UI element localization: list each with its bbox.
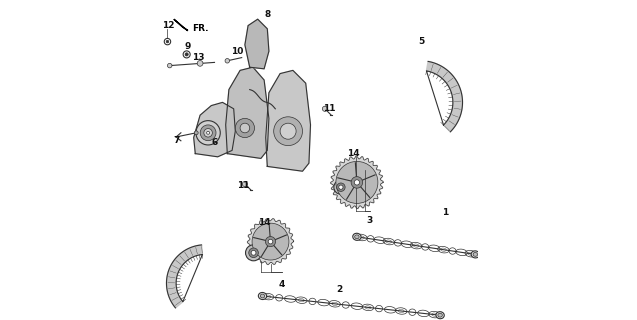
Text: 5: 5	[418, 37, 424, 46]
Text: 4: 4	[278, 280, 285, 289]
Circle shape	[266, 236, 276, 247]
Text: 3: 3	[366, 216, 373, 225]
Text: 11: 11	[237, 181, 250, 190]
Circle shape	[245, 245, 262, 261]
Text: 11: 11	[324, 104, 336, 113]
Circle shape	[200, 125, 216, 141]
Circle shape	[334, 180, 348, 194]
Polygon shape	[247, 219, 294, 265]
Circle shape	[166, 40, 169, 43]
Circle shape	[196, 121, 220, 145]
Text: 9: 9	[184, 42, 190, 51]
Circle shape	[351, 177, 362, 188]
Polygon shape	[174, 19, 188, 30]
Polygon shape	[266, 70, 310, 171]
Polygon shape	[245, 19, 269, 69]
Polygon shape	[331, 156, 383, 209]
Ellipse shape	[353, 233, 361, 240]
Text: 6: 6	[211, 138, 218, 147]
Circle shape	[251, 250, 256, 255]
Circle shape	[280, 123, 296, 139]
Circle shape	[242, 181, 247, 187]
Circle shape	[354, 180, 359, 185]
Circle shape	[197, 60, 203, 66]
Text: 14: 14	[258, 218, 271, 227]
Ellipse shape	[259, 292, 267, 300]
Circle shape	[225, 59, 229, 63]
Text: 14: 14	[347, 149, 360, 158]
Circle shape	[322, 106, 327, 111]
Polygon shape	[225, 67, 269, 158]
Ellipse shape	[261, 294, 265, 298]
Text: 2: 2	[336, 285, 343, 294]
Text: 1: 1	[442, 208, 448, 217]
Circle shape	[252, 223, 289, 260]
Circle shape	[194, 131, 198, 135]
Circle shape	[206, 131, 210, 134]
Circle shape	[337, 183, 345, 191]
Circle shape	[339, 185, 343, 189]
Ellipse shape	[471, 251, 480, 258]
Text: 10: 10	[231, 47, 243, 56]
Polygon shape	[166, 245, 203, 308]
Circle shape	[168, 63, 172, 68]
Circle shape	[204, 129, 212, 137]
Text: 12: 12	[162, 21, 175, 30]
Circle shape	[274, 117, 303, 146]
Text: 13: 13	[192, 53, 204, 62]
Polygon shape	[426, 61, 462, 132]
Circle shape	[240, 123, 250, 133]
Ellipse shape	[355, 235, 359, 239]
Circle shape	[336, 161, 378, 204]
Ellipse shape	[438, 313, 442, 317]
Circle shape	[248, 248, 259, 258]
Ellipse shape	[436, 312, 444, 319]
Text: 7: 7	[173, 136, 179, 145]
Text: 8: 8	[264, 10, 271, 19]
Circle shape	[235, 118, 255, 138]
Circle shape	[268, 239, 273, 244]
Ellipse shape	[473, 252, 478, 256]
Circle shape	[185, 53, 189, 56]
Polygon shape	[194, 102, 235, 157]
Text: FR.: FR.	[192, 24, 209, 33]
